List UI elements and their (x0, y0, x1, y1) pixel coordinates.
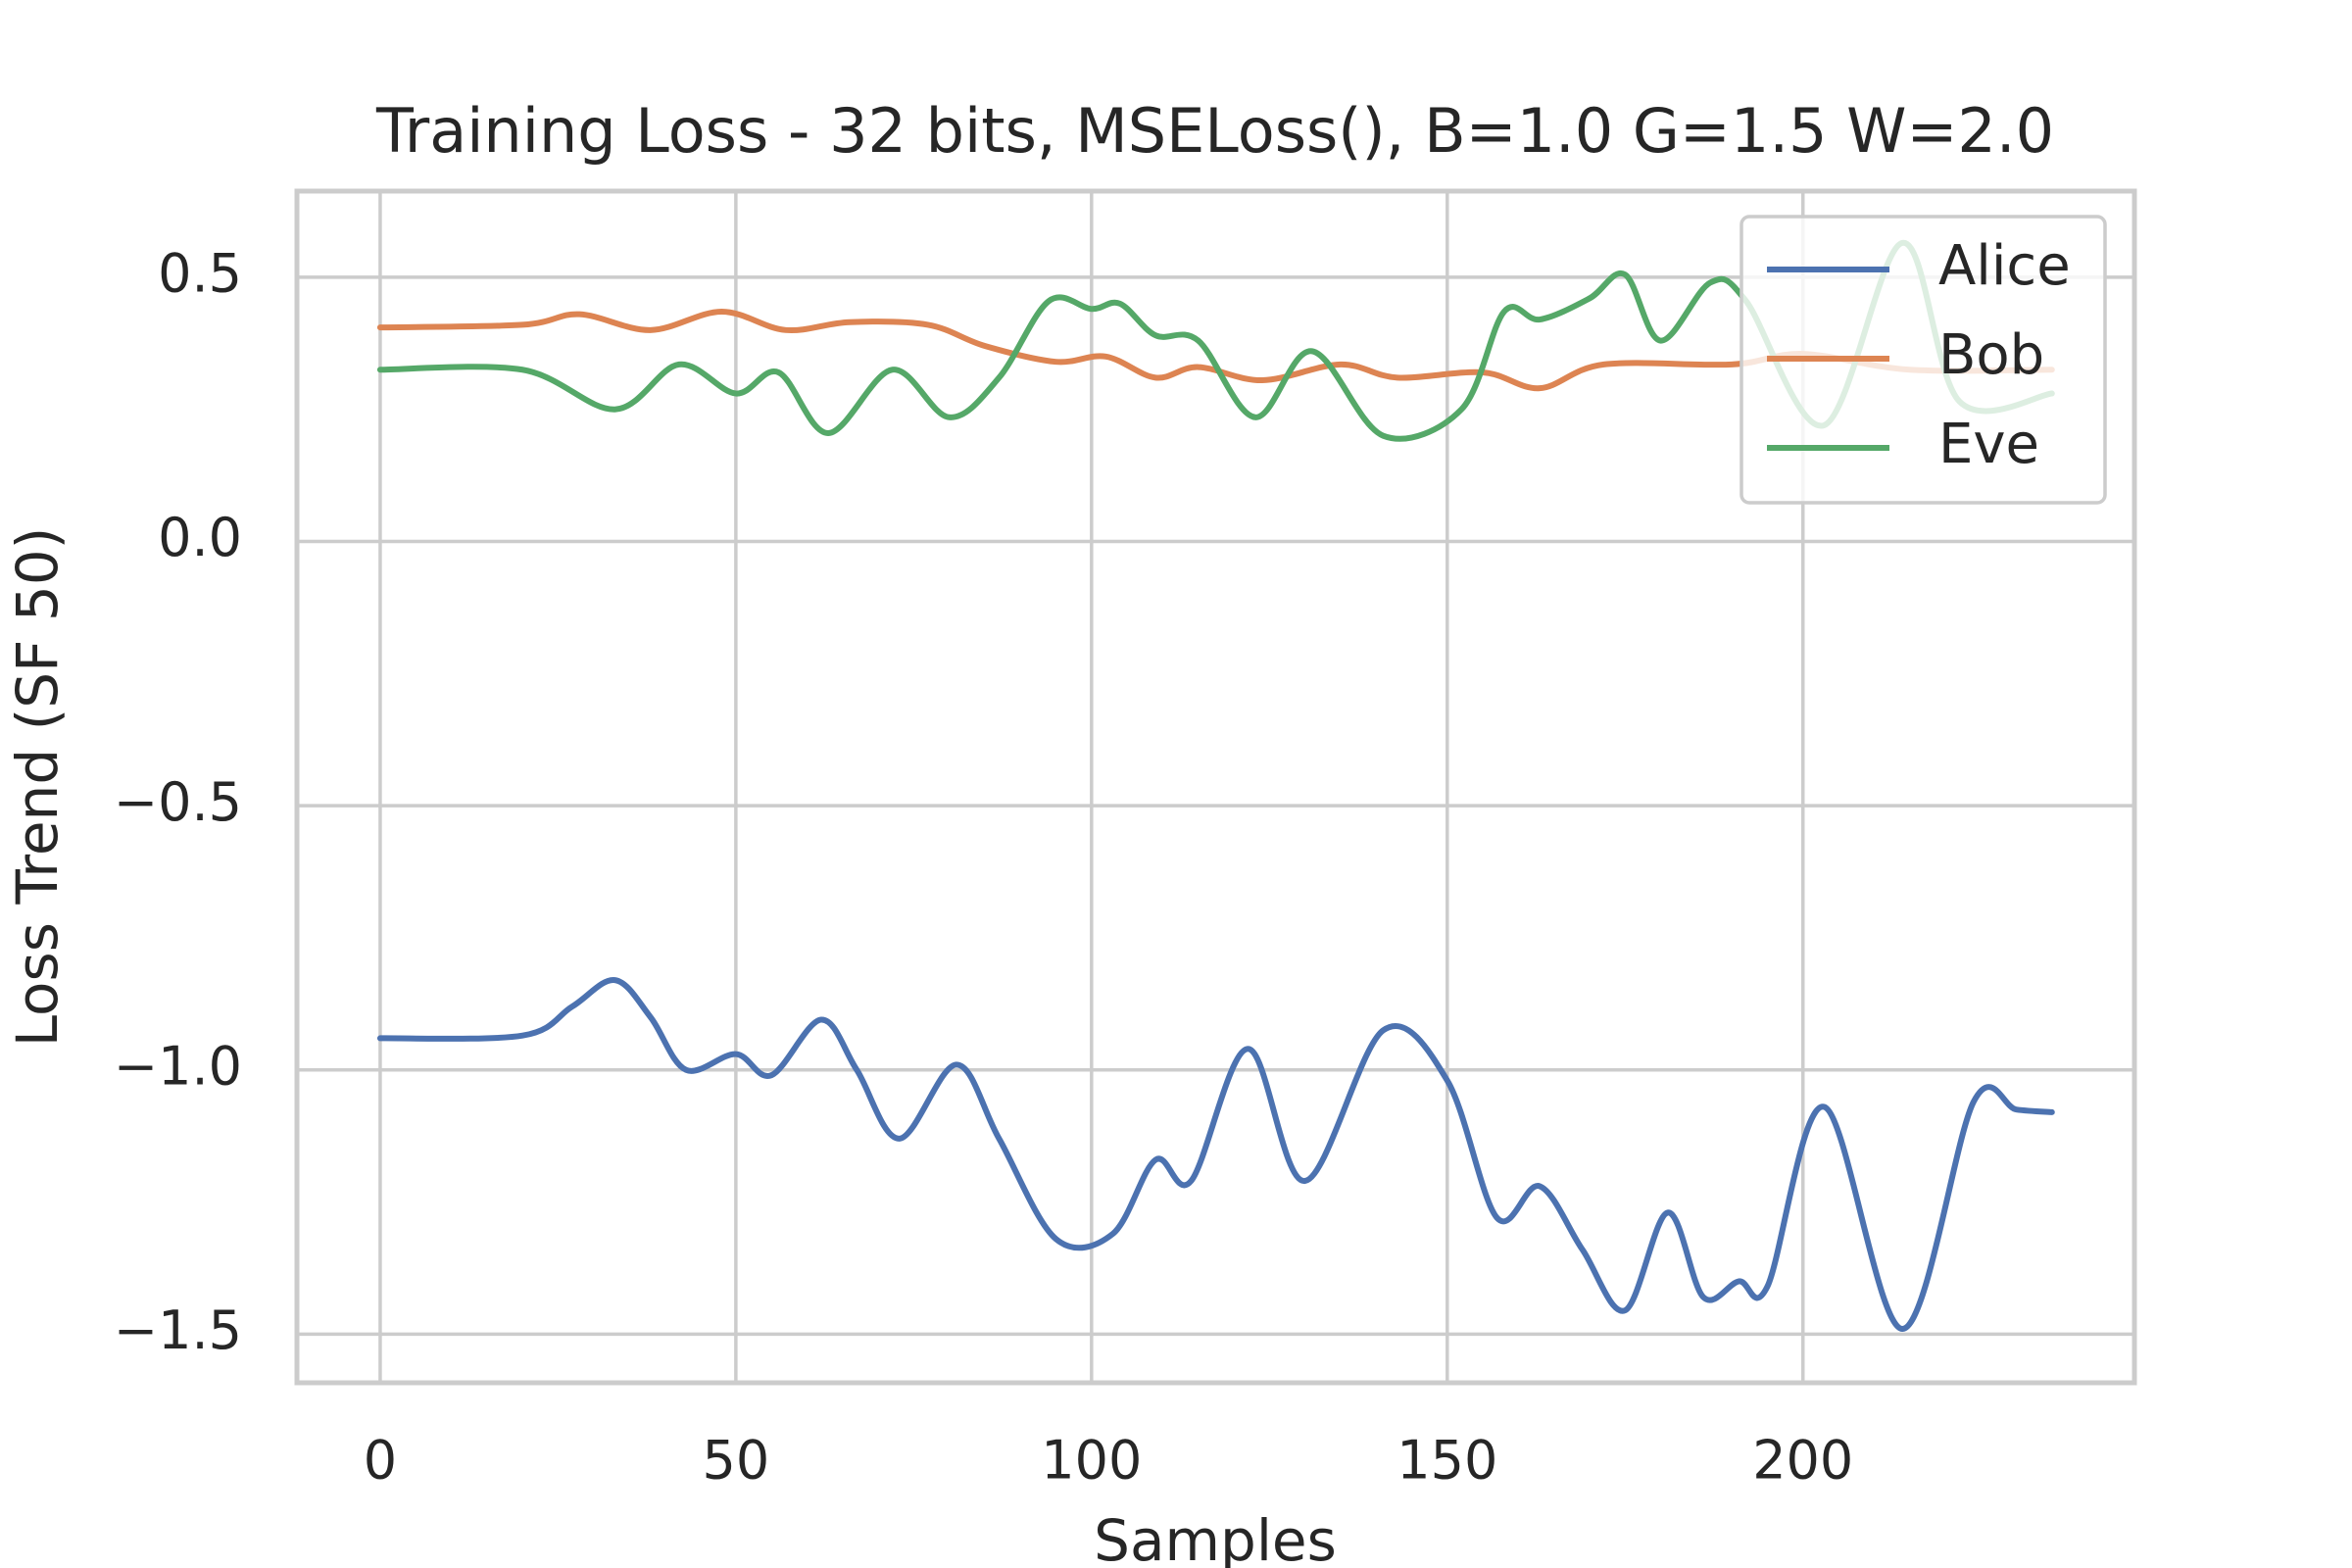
x-tick-label: 0 (364, 1430, 397, 1492)
y-tick-label: 0.0 (158, 507, 242, 568)
y-axis-label: Loss Trend (SF 50) (4, 527, 71, 1048)
x-tick-label: 50 (703, 1430, 770, 1492)
x-tick-label: 150 (1396, 1430, 1497, 1492)
x-tick-label: 200 (1752, 1430, 1853, 1492)
series-line (376, 977, 2055, 1333)
x-axis-label: Samples (1094, 1507, 1337, 1568)
chart-title: Training Loss - 32 bits, MSELoss(), B=1.… (375, 95, 2054, 167)
y-tick-label: −1.5 (114, 1299, 242, 1361)
x-tick-label: 100 (1041, 1430, 1142, 1492)
legend: Alice Bob Eve (1740, 215, 2107, 505)
legend-label: Bob (1938, 323, 2044, 387)
y-tick-label: −0.5 (114, 771, 242, 833)
y-tick-label: −1.0 (114, 1035, 242, 1097)
legend-box (1740, 215, 2107, 505)
series-line (376, 308, 2055, 392)
legend-label: Alice (1938, 234, 2071, 298)
y-tick-label: 0.5 (158, 243, 242, 305)
plot-frame (294, 188, 2137, 1386)
legend-label: Eve (1938, 413, 2039, 476)
